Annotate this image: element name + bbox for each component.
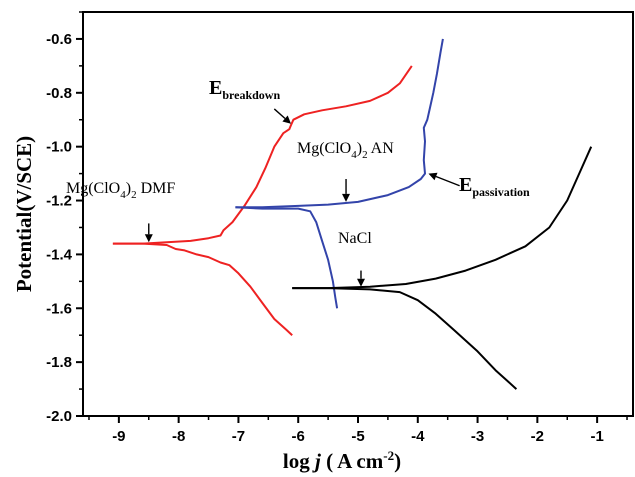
annotation-passivation-label: Epassivation bbox=[459, 174, 530, 199]
y-tick-label: -1.6 bbox=[46, 300, 72, 317]
x-tick-label: -3 bbox=[471, 428, 484, 445]
arrow-epass-head bbox=[428, 172, 438, 181]
annotation-an-label: Mg(ClO4)2 AN bbox=[297, 140, 394, 161]
y-tick-label: -1.2 bbox=[46, 193, 72, 210]
series-mg-clo4-2-dmf-anodic bbox=[112, 65, 413, 245]
arrow-nacl-head bbox=[357, 278, 365, 287]
x-tick-label: -7 bbox=[232, 428, 245, 445]
series-nacl-anodic bbox=[292, 146, 593, 290]
y-tick-label: -1.4 bbox=[46, 246, 73, 263]
x-axis-title: log j ( A cm-2) bbox=[283, 448, 401, 473]
annotation-nacl-label: NaCl bbox=[338, 230, 372, 247]
x-tick-label: -2 bbox=[531, 428, 544, 445]
x-tick-label: -1 bbox=[590, 428, 603, 445]
y-axis-title: Potential(V/SCE) bbox=[12, 136, 36, 292]
y-tick-label: -1.8 bbox=[46, 354, 72, 371]
axis-ticks: -9 -8 -7 -6 -5 -4 -3 -2 -1 -2.0 -1.8 -1.6 -1.4 -1.2 -1… bbox=[46, 11, 628, 445]
series-lines bbox=[112, 38, 593, 390]
y-tick-label: -1.0 bbox=[46, 139, 72, 156]
x-tick-label: -5 bbox=[351, 428, 364, 445]
y-tick-label: -0.6 bbox=[46, 31, 72, 48]
arrow-ebreak-head bbox=[282, 115, 291, 124]
series-mg-clo4-2-dmf-cathodic bbox=[112, 242, 293, 336]
annotation-breakdown-label: Ebreakdown bbox=[209, 77, 280, 102]
x-tick-label: -9 bbox=[112, 428, 125, 445]
series-mg-clo4-2-an-anodic bbox=[235, 38, 444, 209]
arrow-ebreak-shaft bbox=[273, 108, 286, 119]
series-mg-clo4-2-an-cathodic bbox=[235, 206, 339, 309]
arrow-an-head bbox=[342, 193, 350, 202]
x-tick-label: -4 bbox=[411, 428, 425, 445]
annotation-dmf-label: Mg(ClO4)2 DMF bbox=[66, 180, 175, 201]
y-tick-label: -0.8 bbox=[46, 85, 72, 102]
x-tick-label: -8 bbox=[172, 428, 185, 445]
x-tick-label: -6 bbox=[292, 428, 305, 445]
series-nacl-cathodic bbox=[292, 287, 518, 390]
plot-frame bbox=[82, 11, 634, 417]
arrow-dmf-head bbox=[144, 234, 153, 243]
arrow-epass-shaft bbox=[435, 175, 460, 187]
annotation-labels: Mg(ClO4)2 DMF Mg(ClO4)2 AN NaCl Ebreakdo… bbox=[66, 77, 530, 247]
annotation-arrows bbox=[144, 108, 460, 287]
y-tick-label: -2.0 bbox=[46, 408, 72, 425]
